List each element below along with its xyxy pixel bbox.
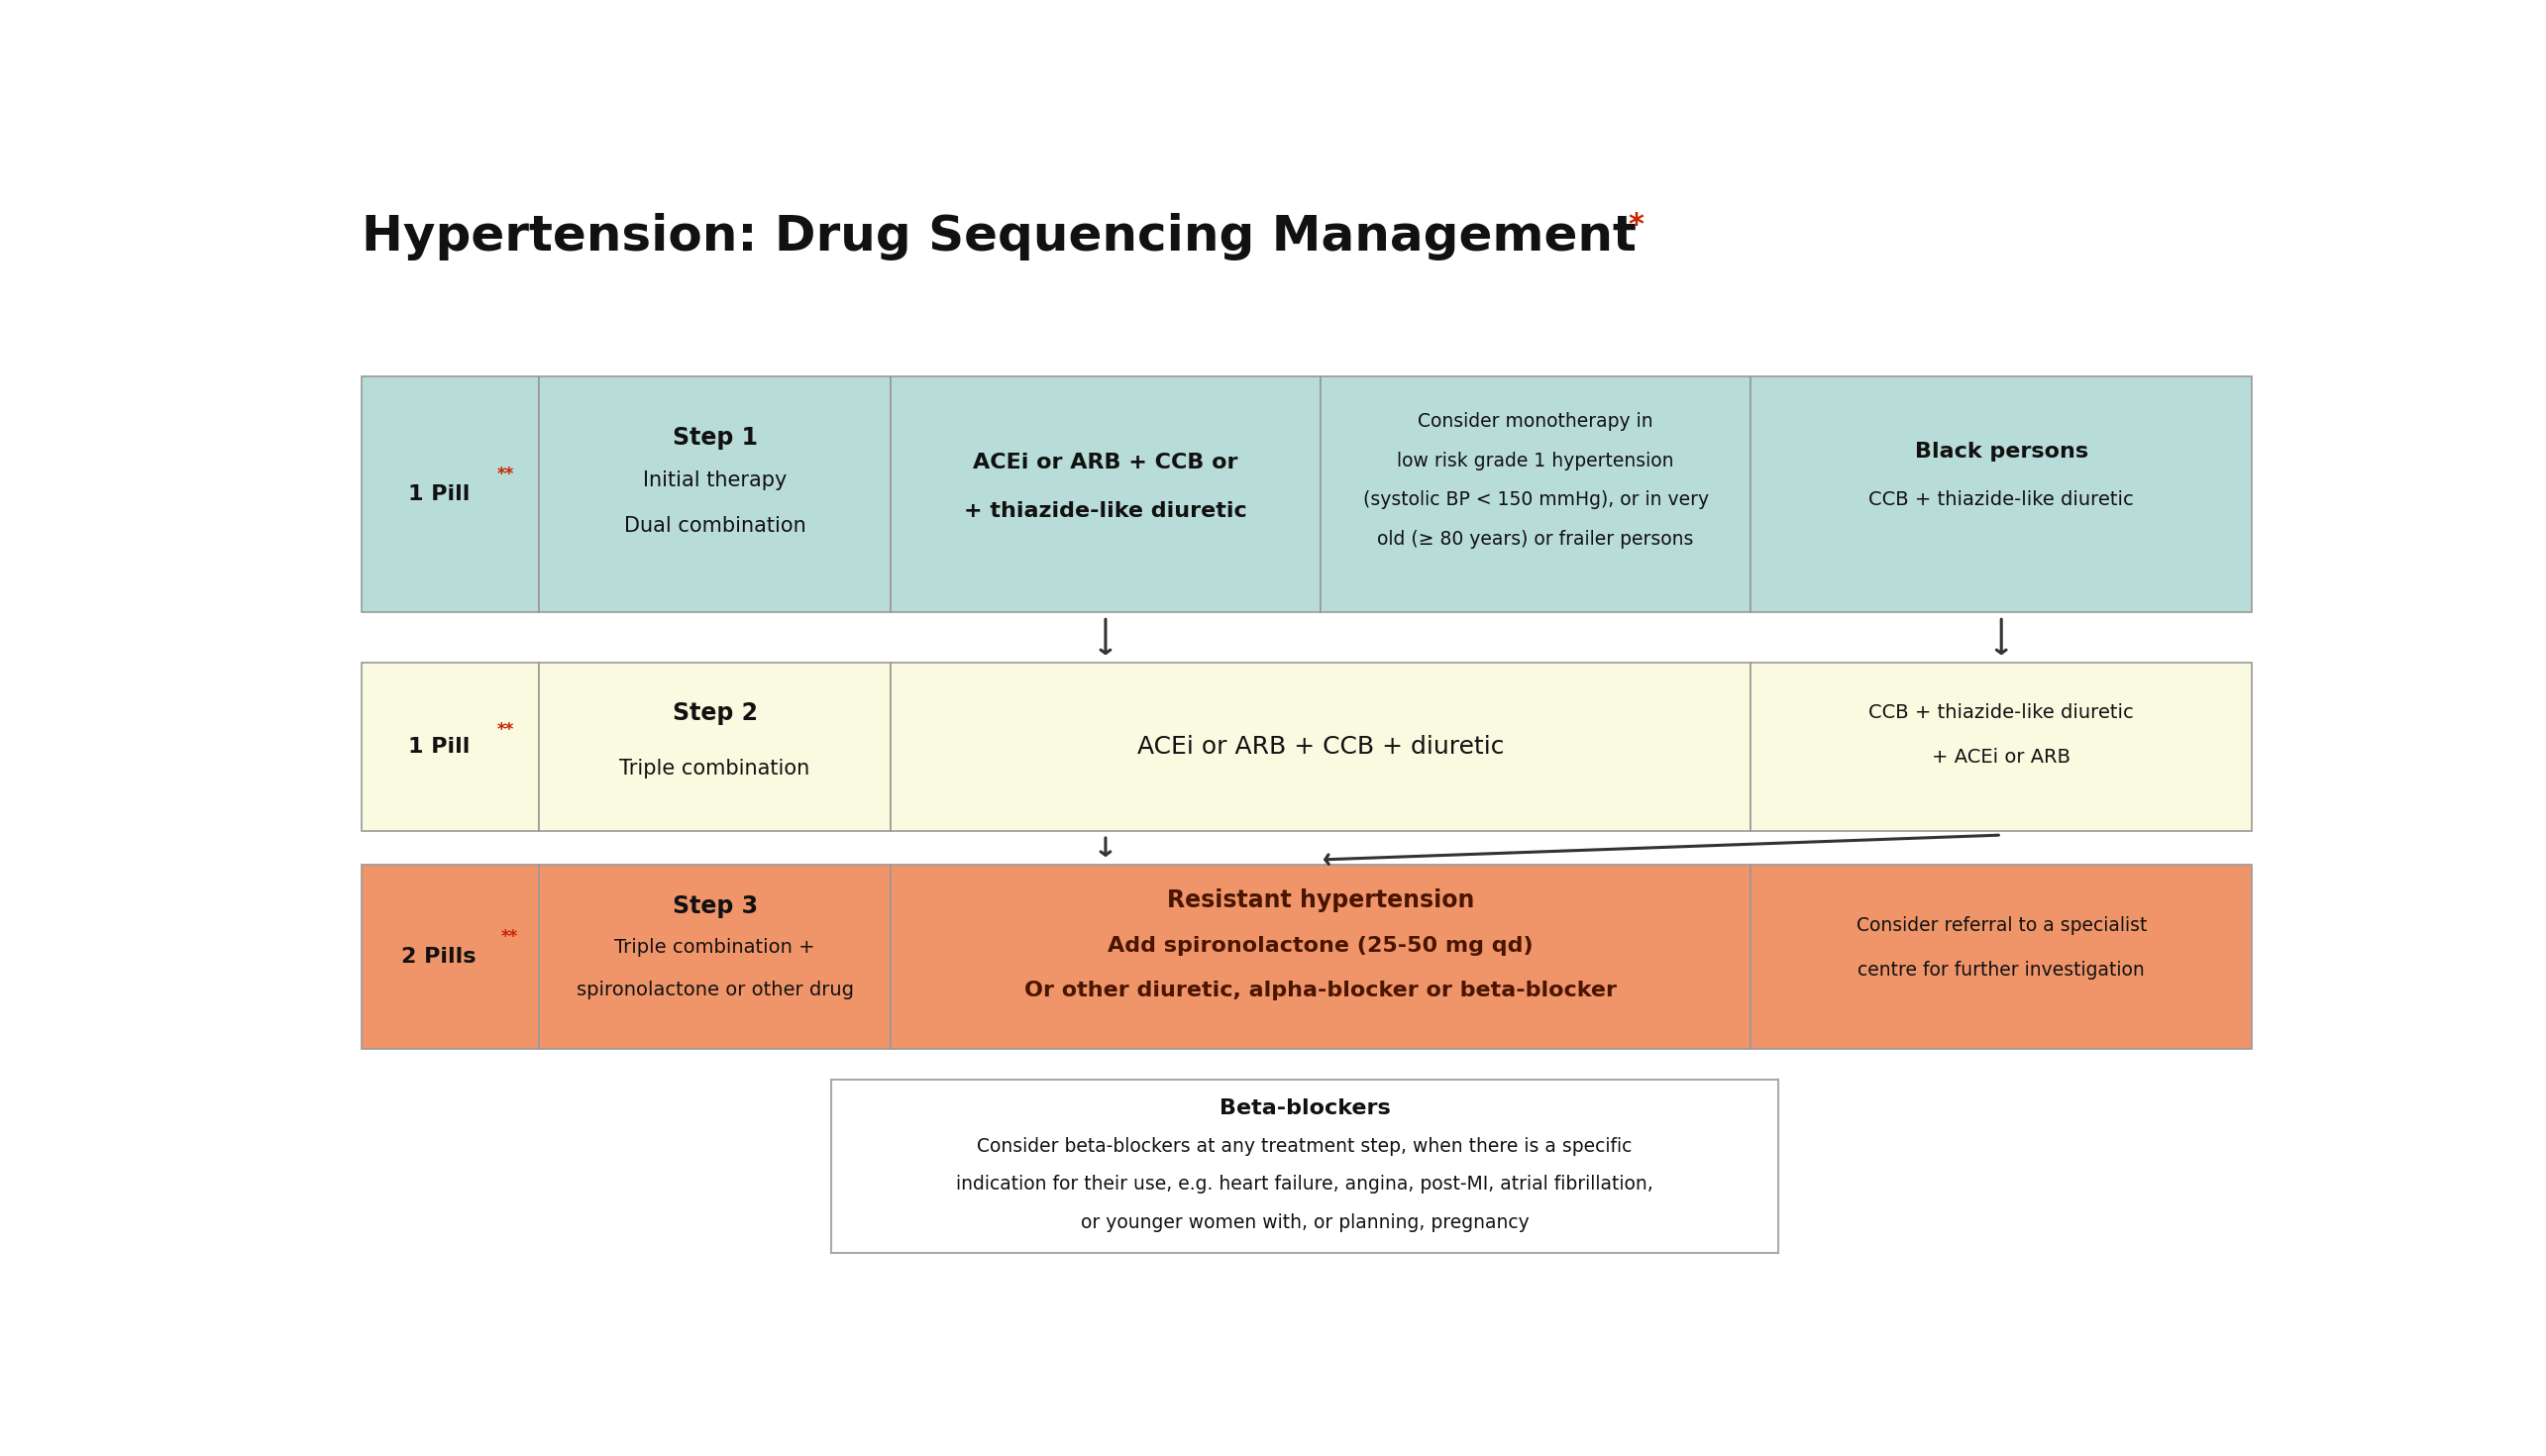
Text: CCB + thiazide-like diuretic: CCB + thiazide-like diuretic bbox=[1869, 703, 2134, 722]
Text: or younger women with, or planning, pregnancy: or younger women with, or planning, preg… bbox=[1080, 1213, 1530, 1232]
Text: Resistant hypertension: Resistant hypertension bbox=[1166, 888, 1474, 913]
Text: 1 Pill: 1 Pill bbox=[407, 485, 468, 504]
FancyBboxPatch shape bbox=[362, 865, 540, 1050]
FancyBboxPatch shape bbox=[362, 662, 540, 830]
Text: CCB + thiazide-like diuretic: CCB + thiazide-like diuretic bbox=[1869, 491, 2134, 510]
Text: 2 Pills: 2 Pills bbox=[402, 946, 476, 967]
FancyBboxPatch shape bbox=[540, 377, 891, 612]
Text: Step 1: Step 1 bbox=[672, 427, 759, 450]
Text: Triple combination: Triple combination bbox=[619, 759, 810, 779]
FancyBboxPatch shape bbox=[1752, 865, 2253, 1050]
Text: 1 Pill: 1 Pill bbox=[407, 737, 468, 757]
Text: ACEi or ARB + CCB or: ACEi or ARB + CCB or bbox=[973, 453, 1237, 473]
Text: Add spironolactone (25-50 mg qd): Add spironolactone (25-50 mg qd) bbox=[1108, 936, 1533, 955]
FancyBboxPatch shape bbox=[830, 1079, 1777, 1254]
Text: (systolic BP < 150 mmHg), or in very: (systolic BP < 150 mmHg), or in very bbox=[1362, 491, 1708, 510]
Text: **: ** bbox=[496, 464, 514, 483]
FancyBboxPatch shape bbox=[540, 865, 891, 1050]
Text: Consider beta-blockers at any treatment step, when there is a specific: Consider beta-blockers at any treatment … bbox=[978, 1137, 1632, 1156]
Text: Or other diuretic, alpha-blocker or beta-blocker: Or other diuretic, alpha-blocker or beta… bbox=[1023, 980, 1617, 1000]
Text: Initial therapy: Initial therapy bbox=[642, 470, 787, 491]
Text: old (≥ 80 years) or frailer persons: old (≥ 80 years) or frailer persons bbox=[1377, 530, 1693, 549]
Text: centre for further investigation: centre for further investigation bbox=[1859, 961, 2144, 980]
Text: Black persons: Black persons bbox=[1915, 441, 2088, 462]
FancyBboxPatch shape bbox=[891, 865, 1752, 1050]
Text: *: * bbox=[1629, 211, 1645, 240]
FancyBboxPatch shape bbox=[1321, 377, 1752, 612]
Text: Consider monotherapy in: Consider monotherapy in bbox=[1418, 412, 1652, 431]
FancyBboxPatch shape bbox=[362, 377, 540, 612]
Text: spironolactone or other drug: spironolactone or other drug bbox=[575, 981, 853, 1000]
Text: Beta-blockers: Beta-blockers bbox=[1220, 1098, 1390, 1118]
Text: Consider referral to a specialist: Consider referral to a specialist bbox=[1856, 916, 2146, 935]
FancyBboxPatch shape bbox=[891, 377, 1321, 612]
Text: Step 3: Step 3 bbox=[672, 894, 759, 919]
FancyBboxPatch shape bbox=[1752, 377, 2253, 612]
FancyBboxPatch shape bbox=[1752, 662, 2253, 830]
FancyBboxPatch shape bbox=[540, 662, 891, 830]
Text: **: ** bbox=[502, 927, 519, 945]
Text: Dual combination: Dual combination bbox=[624, 515, 807, 536]
Text: low risk grade 1 hypertension: low risk grade 1 hypertension bbox=[1398, 451, 1675, 470]
Text: indication for their use, e.g. heart failure, angina, post-MI, atrial fibrillati: indication for their use, e.g. heart fai… bbox=[957, 1175, 1652, 1194]
FancyBboxPatch shape bbox=[891, 662, 1752, 830]
Text: Triple combination +: Triple combination + bbox=[614, 938, 815, 957]
Text: **: ** bbox=[496, 721, 514, 738]
Text: Step 2: Step 2 bbox=[672, 700, 759, 725]
Text: Hypertension: Drug Sequencing Management: Hypertension: Drug Sequencing Management bbox=[362, 213, 1637, 261]
Text: ACEi or ARB + CCB + diuretic: ACEi or ARB + CCB + diuretic bbox=[1138, 735, 1505, 759]
Text: + thiazide-like diuretic: + thiazide-like diuretic bbox=[965, 501, 1248, 521]
Text: + ACEi or ARB: + ACEi or ARB bbox=[1932, 748, 2070, 767]
